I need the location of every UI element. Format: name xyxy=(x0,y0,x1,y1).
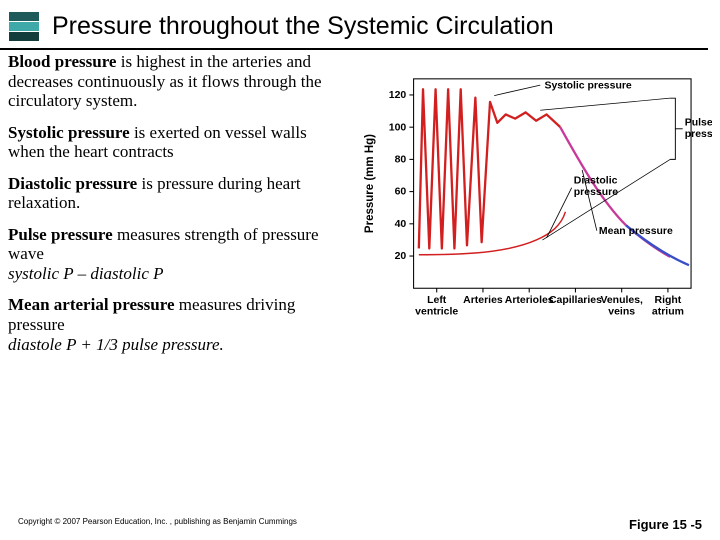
slide-header: Pressure throughout the Systemic Circula… xyxy=(0,0,708,50)
text-column: Blood pressure is highest in the arterie… xyxy=(8,52,348,379)
para-systolic: Systolic pressure is exerted on vessel w… xyxy=(8,123,340,162)
para-diastolic: Diastolic pressure is pressure during he… xyxy=(8,174,340,213)
chart-column: 20 40 60 80 100 120 Pressure (mm Hg) Leftventri… xyxy=(348,52,712,379)
slide-title: Pressure throughout the Systemic Circula… xyxy=(52,12,554,41)
svg-text:Pressure (mm Hg): Pressure (mm Hg) xyxy=(364,134,376,233)
svg-text:Pulse: Pulse xyxy=(685,118,712,129)
svg-text:120: 120 xyxy=(389,90,407,101)
svg-text:Arterioles: Arterioles xyxy=(505,295,554,306)
svg-text:veins: veins xyxy=(608,306,635,317)
svg-text:80: 80 xyxy=(395,155,407,166)
svg-text:100: 100 xyxy=(389,122,407,133)
svg-text:Systolic pressure: Systolic pressure xyxy=(544,80,631,91)
footer: Copyright © 2007 Pearson Education, Inc.… xyxy=(0,517,720,532)
logo-icon xyxy=(6,8,42,44)
pressure-chart: 20 40 60 80 100 120 Pressure (mm Hg) Leftventri… xyxy=(356,60,712,374)
svg-text:Diastolic: Diastolic xyxy=(574,176,618,187)
svg-text:60: 60 xyxy=(395,187,407,198)
svg-text:Left: Left xyxy=(427,295,447,306)
svg-text:40: 40 xyxy=(395,219,407,230)
para-blood-pressure: Blood pressure is highest in the arterie… xyxy=(8,52,340,111)
svg-text:Right: Right xyxy=(655,295,682,306)
svg-text:ventricle: ventricle xyxy=(415,306,458,317)
svg-text:Capillaries: Capillaries xyxy=(549,295,602,306)
para-mean: Mean arterial pressure measures driving … xyxy=(8,295,340,354)
copyright-text: Copyright © 2007 Pearson Education, Inc.… xyxy=(18,517,297,532)
svg-text:Arteries: Arteries xyxy=(463,295,503,306)
svg-text:pressure: pressure xyxy=(574,187,618,198)
svg-text:Mean pressure: Mean pressure xyxy=(599,226,673,237)
svg-text:20: 20 xyxy=(395,251,407,262)
para-pulse: Pulse pressure measures strength of pres… xyxy=(8,225,340,284)
svg-text:pressure: pressure xyxy=(685,129,712,140)
svg-text:Venules,: Venules, xyxy=(600,295,643,306)
svg-text:atrium: atrium xyxy=(652,306,684,317)
figure-reference: Figure 15 -5 xyxy=(629,517,702,532)
